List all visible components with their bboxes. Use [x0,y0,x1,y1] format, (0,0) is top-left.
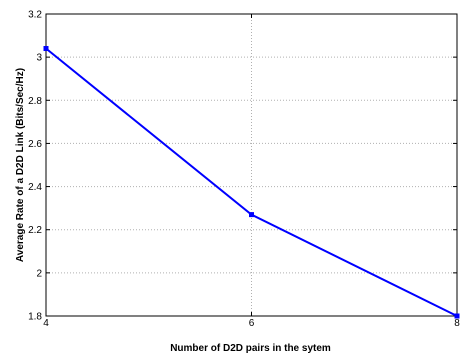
data-point [43,46,49,52]
data-point [249,212,254,218]
series-lines [43,46,460,319]
y-tick-label: 3.2 [28,10,42,21]
plot-box [45,13,458,317]
y-tick-label: 2.4 [28,182,42,193]
y-axis-label: Average Rate of a D2D Link (Bits/Sec/Hz) [15,68,26,262]
y-tick-label: 2.6 [28,139,42,150]
y-tick-label: 3 [36,53,42,64]
x-tick-label: 8 [454,318,460,329]
y-tick-label: 2 [36,268,42,279]
y-tick-label: 1.8 [28,312,42,323]
x-tick-labels: 4 6 8 [43,318,460,329]
y-tick-labels: 1.8 2 2.2 2.4 2.6 2.8 3 3.2 [28,10,42,323]
y-tick-label: 2.2 [28,225,42,236]
grid-lines [46,14,457,316]
x-axis-label: Number of D2D pairs in the sytem [170,343,331,354]
data-point [454,313,460,319]
y-tick-label: 2.8 [28,96,42,107]
x-tick-label: 4 [43,318,49,329]
x-tick-label: 6 [249,318,255,329]
